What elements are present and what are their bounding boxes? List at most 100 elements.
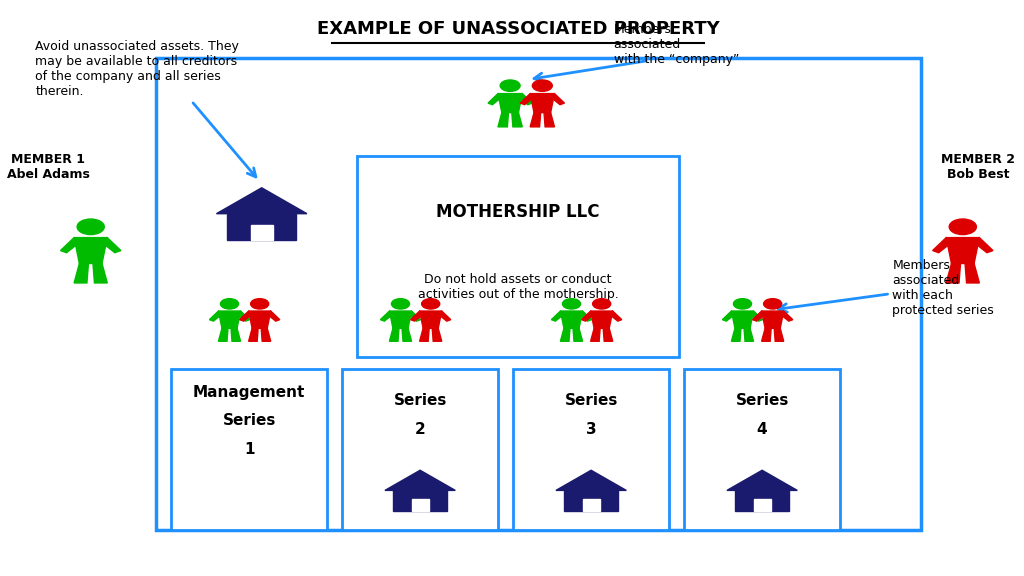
Circle shape: [500, 80, 520, 92]
Polygon shape: [420, 311, 441, 328]
Polygon shape: [722, 311, 735, 321]
Polygon shape: [551, 311, 564, 321]
Text: Management: Management: [193, 385, 305, 400]
Polygon shape: [774, 328, 783, 341]
Polygon shape: [560, 311, 583, 328]
Polygon shape: [411, 311, 424, 321]
Text: 3: 3: [586, 422, 596, 437]
Polygon shape: [779, 311, 793, 321]
Polygon shape: [216, 188, 307, 214]
Polygon shape: [389, 311, 412, 328]
Polygon shape: [518, 93, 532, 105]
Circle shape: [733, 298, 752, 309]
Text: 1: 1: [244, 442, 254, 457]
Polygon shape: [933, 237, 952, 253]
Polygon shape: [380, 311, 393, 321]
Circle shape: [77, 219, 104, 234]
Circle shape: [764, 298, 781, 309]
Polygon shape: [550, 93, 564, 105]
Polygon shape: [579, 311, 592, 321]
Circle shape: [220, 298, 239, 309]
Text: Avoid unassociated assets. They
may be available to all creditors
of the company: Avoid unassociated assets. They may be a…: [36, 40, 240, 98]
Polygon shape: [750, 311, 763, 321]
Polygon shape: [74, 263, 88, 283]
FancyBboxPatch shape: [227, 214, 296, 240]
Polygon shape: [582, 311, 595, 321]
Polygon shape: [762, 311, 783, 328]
Polygon shape: [530, 93, 555, 113]
FancyBboxPatch shape: [412, 499, 429, 510]
Polygon shape: [965, 263, 979, 283]
Circle shape: [532, 80, 552, 92]
Text: Series: Series: [222, 413, 275, 428]
Polygon shape: [240, 311, 253, 321]
Polygon shape: [420, 328, 429, 341]
Circle shape: [391, 298, 410, 309]
FancyBboxPatch shape: [564, 490, 617, 510]
Polygon shape: [385, 470, 456, 490]
Polygon shape: [608, 311, 622, 321]
Polygon shape: [101, 237, 121, 253]
Polygon shape: [498, 113, 509, 127]
Polygon shape: [727, 470, 798, 490]
Polygon shape: [488, 93, 503, 105]
Polygon shape: [389, 328, 399, 341]
Text: 2: 2: [415, 422, 426, 437]
Polygon shape: [218, 311, 241, 328]
Polygon shape: [573, 328, 583, 341]
Polygon shape: [432, 328, 441, 341]
Polygon shape: [249, 328, 258, 341]
Polygon shape: [560, 328, 570, 341]
Text: MOTHERSHIP LLC: MOTHERSHIP LLC: [436, 203, 600, 221]
Polygon shape: [753, 311, 766, 321]
Polygon shape: [762, 328, 771, 341]
FancyBboxPatch shape: [583, 499, 600, 510]
Text: Series: Series: [393, 393, 446, 408]
Polygon shape: [498, 93, 522, 113]
Polygon shape: [946, 237, 979, 263]
Circle shape: [593, 298, 610, 309]
Circle shape: [562, 298, 581, 309]
Polygon shape: [60, 237, 80, 253]
FancyBboxPatch shape: [156, 58, 921, 530]
Polygon shape: [544, 113, 555, 127]
FancyBboxPatch shape: [251, 225, 272, 240]
Polygon shape: [74, 237, 108, 263]
FancyBboxPatch shape: [342, 369, 498, 530]
Polygon shape: [591, 328, 600, 341]
Polygon shape: [218, 328, 228, 341]
FancyBboxPatch shape: [513, 369, 669, 530]
Text: MEMBER 1
Abel Adams: MEMBER 1 Abel Adams: [7, 153, 90, 181]
FancyBboxPatch shape: [684, 369, 840, 530]
Polygon shape: [946, 263, 961, 283]
Text: Series: Series: [735, 393, 788, 408]
Polygon shape: [556, 470, 627, 490]
Text: Members
associated
with the “company”: Members associated with the “company”: [613, 23, 739, 66]
Text: Series: Series: [564, 393, 617, 408]
Polygon shape: [266, 311, 280, 321]
Polygon shape: [93, 263, 108, 283]
Polygon shape: [249, 311, 270, 328]
Polygon shape: [591, 311, 612, 328]
Polygon shape: [231, 328, 241, 341]
Circle shape: [949, 219, 976, 234]
Text: EXAMPLE OF UNASSOCIATED PROPERTY: EXAMPLE OF UNASSOCIATED PROPERTY: [316, 20, 720, 38]
Text: Members
associated
with each
protected series: Members associated with each protected s…: [892, 259, 994, 317]
Polygon shape: [512, 113, 522, 127]
Polygon shape: [261, 328, 270, 341]
Polygon shape: [520, 93, 535, 105]
Polygon shape: [731, 328, 741, 341]
Polygon shape: [408, 311, 421, 321]
Text: Do not hold assets or conduct
activities out of the mothership.: Do not hold assets or conduct activities…: [418, 272, 618, 301]
Polygon shape: [402, 328, 412, 341]
Polygon shape: [237, 311, 250, 321]
FancyBboxPatch shape: [171, 369, 327, 530]
Text: 4: 4: [757, 422, 767, 437]
Polygon shape: [530, 113, 541, 127]
Polygon shape: [731, 311, 754, 328]
FancyBboxPatch shape: [735, 490, 788, 510]
Polygon shape: [974, 237, 993, 253]
Text: MEMBER 2
Bob Best: MEMBER 2 Bob Best: [941, 153, 1015, 181]
Polygon shape: [744, 328, 754, 341]
Circle shape: [251, 298, 268, 309]
